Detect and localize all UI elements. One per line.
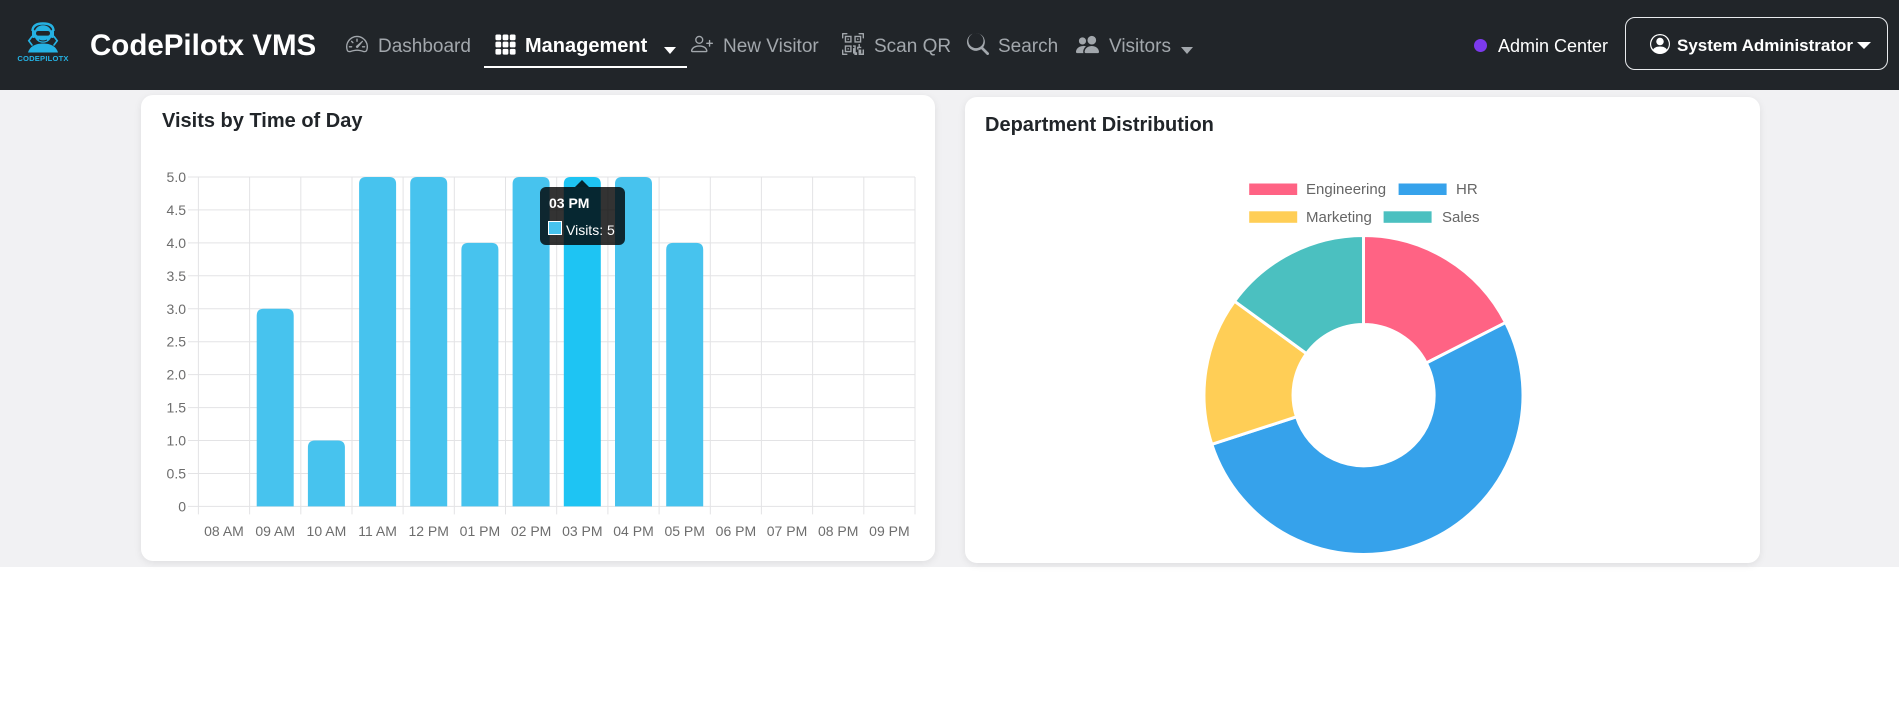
svg-text:0.5: 0.5 <box>167 466 187 482</box>
svg-text:CODEPILOTX: CODEPILOTX <box>17 54 68 63</box>
svg-text:04 PM: 04 PM <box>613 523 653 539</box>
svg-text:Engineering: Engineering <box>1306 181 1386 198</box>
svg-text:3.0: 3.0 <box>167 301 187 317</box>
svg-text:10 AM: 10 AM <box>307 523 347 539</box>
svg-text:3.5: 3.5 <box>167 268 187 284</box>
svg-text:07 PM: 07 PM <box>767 523 807 539</box>
svg-text:2.5: 2.5 <box>167 334 187 350</box>
svg-text:01 PM: 01 PM <box>460 523 500 539</box>
svg-text:5.0: 5.0 <box>167 169 187 185</box>
svg-text:09 PM: 09 PM <box>869 523 909 539</box>
svg-text:2.0: 2.0 <box>167 367 187 383</box>
svg-text:Sales: Sales <box>1442 209 1480 226</box>
svg-text:06 PM: 06 PM <box>716 523 756 539</box>
svg-text:11 AM: 11 AM <box>358 523 397 539</box>
svg-text:HR: HR <box>1456 181 1478 198</box>
svg-text:09 AM: 09 AM <box>255 523 295 539</box>
svg-text:4.5: 4.5 <box>167 202 187 218</box>
svg-text:Marketing: Marketing <box>1306 209 1372 226</box>
svg-text:1.5: 1.5 <box>167 400 187 416</box>
svg-text:1.0: 1.0 <box>167 433 187 449</box>
svg-text:12 PM: 12 PM <box>408 523 448 539</box>
svg-text:08 PM: 08 PM <box>818 523 858 539</box>
svg-text:05 PM: 05 PM <box>664 523 704 539</box>
svg-text:0: 0 <box>178 498 186 514</box>
svg-text:02 PM: 02 PM <box>511 523 551 539</box>
svg-text:03 PM: 03 PM <box>562 523 602 539</box>
svg-text:4.0: 4.0 <box>167 235 187 251</box>
svg-text:08 AM: 08 AM <box>204 523 244 539</box>
